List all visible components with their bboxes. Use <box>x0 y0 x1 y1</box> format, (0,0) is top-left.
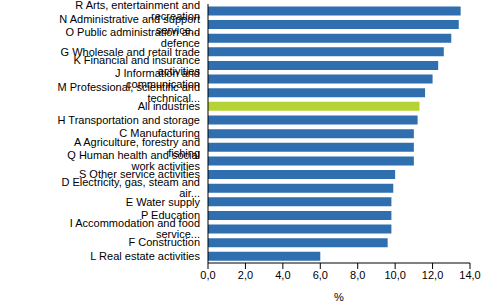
svg-text:F Construction: F Construction <box>128 236 200 248</box>
svg-text:L Real estate activities: L Real estate activities <box>90 250 200 262</box>
svg-text:0,0: 0,0 <box>200 269 215 281</box>
svg-text:12,0: 12,0 <box>422 269 443 281</box>
svg-text:2,0: 2,0 <box>238 269 253 281</box>
svg-text:All industries: All industries <box>138 100 201 112</box>
svg-text:%: % <box>334 291 344 303</box>
svg-text:H Transportation and storage: H Transportation and storage <box>58 114 200 126</box>
svg-text:14,0: 14,0 <box>459 269 480 281</box>
svg-text:E Water supply: E Water supply <box>126 196 201 208</box>
svg-text:8,0: 8,0 <box>350 269 365 281</box>
svg-text:6,0: 6,0 <box>313 269 328 281</box>
svg-text:4,0: 4,0 <box>275 269 290 281</box>
svg-text:10,0: 10,0 <box>384 269 405 281</box>
